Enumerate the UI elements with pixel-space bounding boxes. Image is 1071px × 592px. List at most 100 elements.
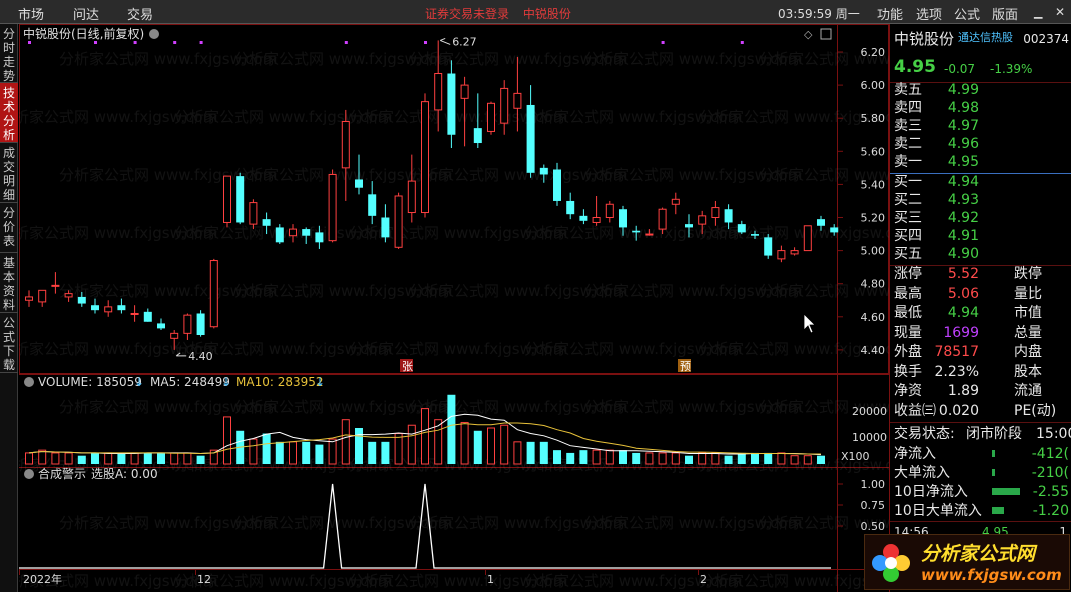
watermark-text: 分析家公式网 www.fxjgsw.com [524,224,742,242]
candle [421,93,429,218]
stat-row[interactable]: 最高 5.06 量比 [894,285,1069,303]
watermark-text: 分析家公式网 www.fxjgsw.com [524,108,742,126]
candle [698,210,707,235]
bid-level[interactable]: 买三 4.92 [894,209,1069,227]
stat-row[interactable]: 现量 1699 总量 [894,324,1069,342]
ask-level[interactable]: 卖二 4.96 [894,135,1069,153]
menu-wenda[interactable]: 问达 [73,8,100,23]
menu-trade[interactable]: 交易 [127,8,154,23]
watermark-text: 分析家公式网 www.fxjgsw.com [234,282,452,300]
tab-technical[interactable]: 技术分析 [0,83,18,143]
candle [830,224,839,236]
stat-row[interactable]: 外盘 78517 内盘 [894,343,1069,361]
candle [539,164,548,183]
signal-dot [199,41,203,44]
volume-bar [209,449,218,465]
money-flow-row[interactable]: 净流入 -412( [894,445,1069,463]
money-flow-bar [992,488,1020,495]
ask-level[interactable]: 卖五 4.99 [894,81,1069,99]
stat-row[interactable]: 收益㈢ 0.020 PE(动) [894,402,1069,420]
stat-row[interactable]: 最低 4.94 市值 [894,304,1069,322]
stat-row[interactable]: 涨停 5.52 跌停 [894,265,1069,283]
stat-row-label2: 流通 [1014,383,1042,399]
quote-price: 4.95 [894,57,936,77]
menu-layout[interactable]: 版面 [992,8,1019,23]
tab-price-table[interactable]: 分价表 [0,203,18,253]
bid-level[interactable]: 买二 4.93 [894,191,1069,209]
candle [209,258,218,329]
price-tick-label: 5.20 [861,212,886,225]
candle [262,212,271,235]
volume-bar [130,452,139,465]
stat-row-label: 涨停 [894,266,922,282]
quote-source[interactable]: 通达信热股 [958,31,1013,44]
bid-level[interactable]: 买一 4.94 [894,173,1069,191]
event-marker-zhang[interactable]: 张 [400,359,413,373]
trade-status-row: 交易状态: 闭市阶段 15:00 [894,425,1071,443]
bid-level[interactable]: 买五 4.90 [894,245,1069,263]
ask-level[interactable]: 卖一 4.95 [894,153,1069,171]
ask-level[interactable]: 卖四 4.98 [894,99,1069,117]
stat-row[interactable]: 换手 2.23% 股本 [894,363,1069,381]
login-status: 证券交易未登录 中锐股份 [425,5,581,22]
kline-menu-icon[interactable] [149,29,159,39]
x-label-1: 1 [487,573,494,586]
volume-bar [91,452,99,464]
money-flow-label: 10日大单流入 [894,503,982,519]
diamond-icon[interactable]: ◇ [804,28,813,41]
close-icon[interactable]: ✕ [1055,5,1066,19]
volume-menu-icon[interactable] [24,377,34,387]
ask-level[interactable]: 卖三 4.97 [894,117,1069,135]
money-flow-row[interactable]: 10日净流入 -2.55 [894,483,1069,501]
volume-bar [790,455,799,465]
menu-market[interactable]: 市场 [18,8,45,23]
watermark-text: 分析家公式网 www.fxjgsw.com [174,108,392,126]
candle [658,207,667,235]
money-flow-value: -412( [1031,446,1069,462]
candle [500,80,509,135]
stat-row-label2: 股本 [1014,363,1042,380]
signal-dot [94,41,97,44]
bid-level-label: 买二 [894,192,922,208]
signal-dots [28,41,744,44]
price-tick-label: 5.60 [861,145,886,158]
minimize-icon[interactable]: ▁ [1034,6,1043,19]
tab-fundamentals[interactable]: 基本资料 [0,253,18,313]
watermark-text: 分析家公式网 www.fxjgsw.com [699,456,889,474]
stat-row-label2: PE(动) [1014,402,1057,419]
event-marker-yu[interactable]: 预 [678,359,691,373]
bid-level-value: 4.93 [947,192,979,208]
watermark-text: 分析家公式网 www.fxjgsw.com [349,108,567,126]
volume-bar [394,433,403,465]
watermark-text: 分析家公式网 www.fxjgsw.com [349,224,567,242]
candle [104,300,113,317]
money-flow-bar [992,507,1004,514]
menu-options[interactable]: 选项 [916,8,943,23]
watermark-text: 分析家公式网 www.fxjgsw.com [409,398,627,416]
volume-bar [196,455,205,464]
watermark-text: 分析家公式网 www.fxjgsw.com [699,108,889,126]
menu-formula[interactable]: 公式 [954,8,981,23]
volume-bar [38,449,47,465]
stat-row[interactable]: 净资 1.89 流通 [894,382,1069,400]
tab-formula-download[interactable]: 公式下载 [0,313,18,373]
menu-function[interactable]: 功能 [877,8,904,23]
bid-level-value: 4.91 [947,228,979,244]
volume-bar [249,438,258,465]
money-flow-row[interactable]: 10日大单流入 -1.20 [894,502,1069,520]
volume-bar [434,419,443,465]
high-arrow-icon [440,37,451,45]
volume-bar [803,455,812,465]
stat-row-value: 5.52 [947,266,979,282]
down-arrow-icon: ↓ [134,375,144,389]
tab-intraday[interactable]: 分时走势 [0,24,18,83]
bid-level[interactable]: 买四 4.91 [894,227,1069,245]
tab-trades[interactable]: 成交明细 [0,143,18,203]
indicator-menu-icon[interactable] [24,469,34,479]
volume-bar [328,438,337,465]
money-flow-row[interactable]: 大单流入 -210( [894,464,1069,482]
maximize-icon[interactable] [820,28,832,40]
bid-level-value: 4.92 [947,210,979,226]
